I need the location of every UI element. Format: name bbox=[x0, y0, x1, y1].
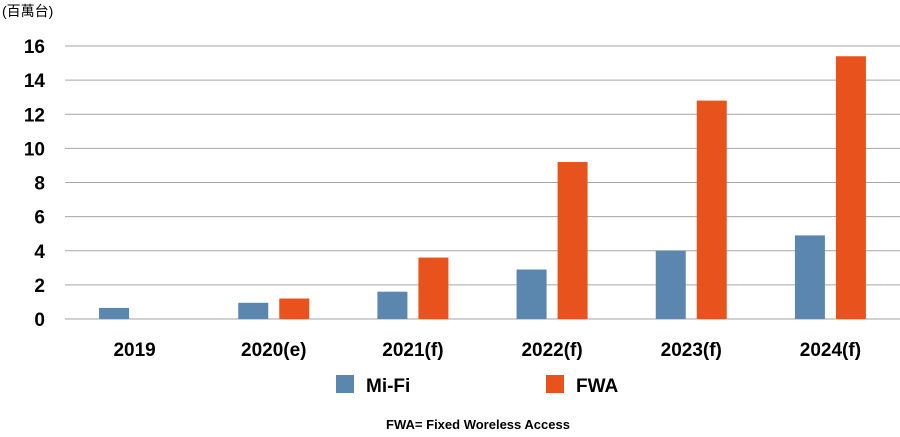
bar-mi-fi-2021f bbox=[377, 291, 408, 319]
legend-label-mi-fi: Mi-Fi bbox=[366, 376, 410, 397]
x-category-label: 2021(f) bbox=[382, 340, 443, 361]
y-tick-label: 4 bbox=[34, 242, 45, 263]
bar-mi-fi-2020e bbox=[238, 302, 269, 319]
bar-mi-fi-2024f bbox=[794, 235, 825, 319]
legend-swatch-mi-fi bbox=[336, 375, 354, 393]
x-category-label: 2024(f) bbox=[800, 340, 861, 361]
bars bbox=[99, 56, 866, 320]
bar-fwa-2021f bbox=[418, 257, 449, 319]
legend-swatch-fwa bbox=[546, 375, 564, 393]
x-axis-categories: 2019 2020(e) 2021(f) 2022(f) 2023(f) 2024(f) bbox=[113, 340, 861, 361]
legend-label-fwa: FWA bbox=[576, 376, 618, 397]
x-category-label: 2020(e) bbox=[241, 340, 307, 361]
y-tick-label: 0 bbox=[34, 310, 45, 331]
bar-fwa-2022f bbox=[557, 162, 588, 319]
bar-mi-fi-2023f bbox=[655, 250, 686, 319]
y-axis-ticks: 0 2 4 6 8 10 12 14 16 bbox=[24, 37, 46, 331]
bar-mi-fi-2019 bbox=[99, 307, 130, 319]
y-axis-unit-label: (百萬台) bbox=[2, 3, 53, 19]
x-category-label: 2022(f) bbox=[521, 340, 582, 361]
y-tick-label: 14 bbox=[24, 71, 46, 92]
grid-lines bbox=[65, 45, 900, 320]
x-category-label: 2019 bbox=[113, 340, 155, 361]
x-category-label: 2023(f) bbox=[661, 340, 722, 361]
y-tick-label: 16 bbox=[24, 37, 45, 58]
y-tick-label: 10 bbox=[24, 139, 45, 160]
bar-mi-fi-2022f bbox=[516, 269, 547, 319]
bar-fwa-2020e bbox=[279, 298, 310, 319]
bar-fwa-2024f bbox=[835, 56, 866, 320]
y-tick-label: 8 bbox=[34, 174, 45, 195]
footnote: FWA= Fixed Woreless Access bbox=[386, 417, 570, 432]
y-tick-label: 6 bbox=[34, 208, 45, 229]
legend: Mi-Fi FWA bbox=[336, 375, 618, 397]
y-tick-label: 12 bbox=[24, 105, 45, 126]
bar-fwa-2023f bbox=[696, 100, 727, 319]
y-tick-label: 2 bbox=[34, 276, 45, 297]
